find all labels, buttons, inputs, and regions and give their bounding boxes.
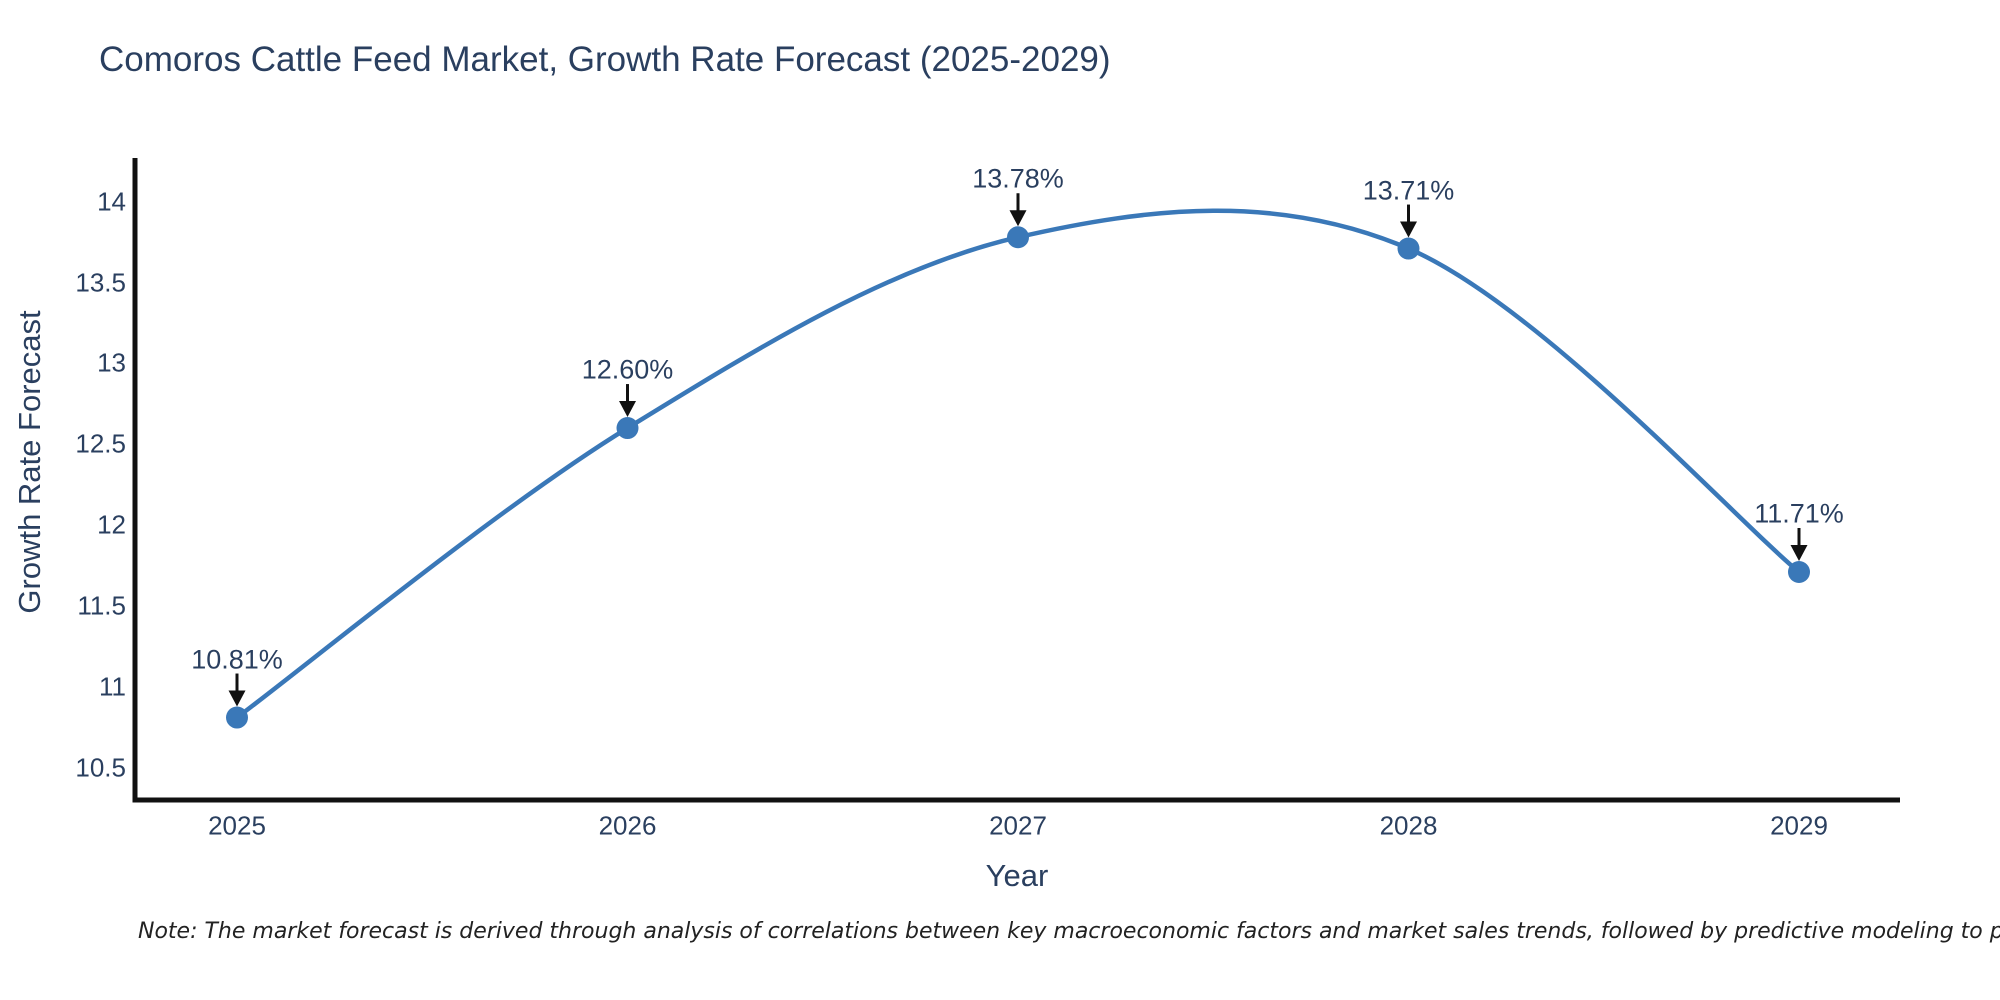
annotation-arrowhead-icon xyxy=(1400,221,1417,238)
data-point-marker xyxy=(1007,226,1029,249)
chart-title: Comoros Cattle Feed Market, Growth Rate … xyxy=(99,40,1111,79)
annotation-arrowhead-icon xyxy=(1009,210,1027,227)
data-point-marker xyxy=(1788,560,1810,583)
annotation-arrowhead-icon xyxy=(228,690,246,707)
annotation-arrowhead-icon xyxy=(1790,544,1808,561)
x-axis-title: Year xyxy=(985,858,1049,893)
data-point-marker xyxy=(616,417,639,440)
chart-note: Note: The market forecast is derived thr… xyxy=(138,919,2000,944)
line-series xyxy=(234,208,1802,720)
data-point-marker xyxy=(1397,237,1420,260)
data-point-marker xyxy=(226,706,248,729)
annotation-arrowhead-icon xyxy=(619,401,636,418)
